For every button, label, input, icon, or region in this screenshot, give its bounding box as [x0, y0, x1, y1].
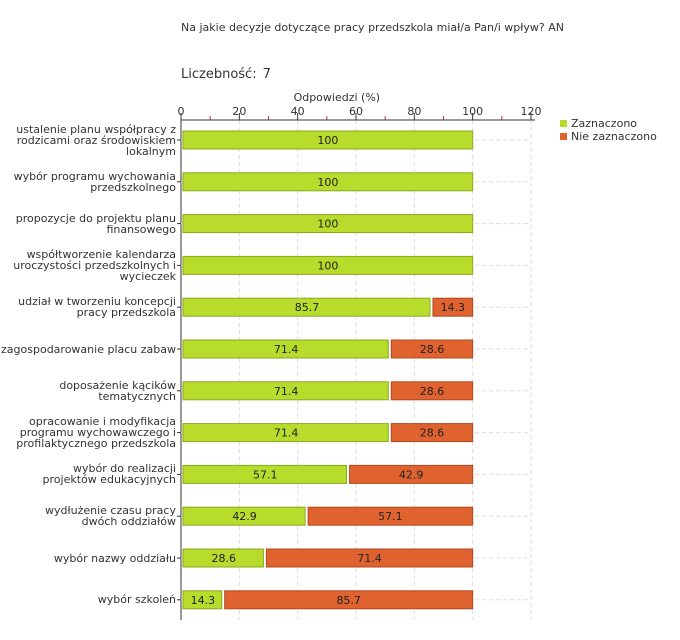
bar-selected	[182, 339, 389, 359]
bar-not-selected	[265, 548, 474, 568]
bar-value-selected: 28.6	[211, 552, 236, 565]
category-label-line: profilaktycznego przedszkola	[16, 437, 176, 451]
bar-not-selected	[390, 423, 474, 443]
category-label-line: wybór programu wychowania	[13, 169, 176, 183]
bar-selected	[182, 381, 389, 401]
category-label: wybór do realizacji projektów edukacyjnyc…	[43, 463, 176, 485]
x-tick-label: 120	[521, 105, 542, 118]
category-label: wybór szkoleń	[98, 594, 176, 605]
category-label-line: ustalenie planu współpracy z	[16, 122, 176, 136]
bar-value-not-selected: 42.9	[399, 468, 424, 481]
bar-not-selected	[432, 297, 474, 317]
bar-value-selected: 71.4	[274, 385, 299, 398]
legend: Zaznaczono Nie zaznaczono	[560, 117, 657, 143]
category-label-line: współtworzenie kalendarza	[26, 247, 176, 261]
bar-value-selected: 100	[317, 134, 338, 147]
category-label-line: zagospodarowanie placu zabaw	[1, 342, 176, 356]
bar-value-not-selected: 57.1	[378, 510, 403, 523]
bar-not-selected	[349, 464, 474, 484]
category-label: ustalenie planu współpracy z rodzicami or…	[16, 124, 176, 157]
bar-selected	[182, 464, 348, 484]
bar-value-selected: 42.9	[232, 510, 257, 523]
bar-selected	[182, 423, 389, 443]
x-tick-label: 0	[178, 105, 185, 118]
bar-selected	[182, 255, 474, 275]
bar-value-not-selected: 28.6	[420, 385, 445, 398]
bar-not-selected	[307, 506, 474, 526]
category-label: propozycje do projektu planu finansowego	[16, 213, 176, 235]
bar-value-not-selected: 28.6	[420, 427, 445, 440]
bar-value-selected: 14.3	[191, 594, 216, 607]
legend-label-not-selected: Nie zaznaczono	[571, 130, 657, 143]
category-label-line: opracowanie i modyfikacja	[29, 415, 176, 429]
category-label-line: propozycje do projektu planu	[15, 211, 176, 225]
legend-item-not-selected: Nie zaznaczono	[560, 130, 657, 143]
category-label-line: finansowego	[106, 222, 176, 236]
legend-swatch-selected	[560, 120, 567, 127]
category-label-line: doposażenie kącików	[59, 378, 176, 392]
count-value: 7	[262, 67, 271, 82]
category-label: opracowanie i modyfikacja programu wychow…	[16, 416, 176, 449]
bar-value-not-selected: 71.4	[357, 552, 382, 565]
x-tick-label: 20	[232, 105, 246, 118]
bar-not-selected	[390, 339, 474, 359]
category-label-line: wydłużenie czasu pracy	[45, 504, 176, 518]
category-label-line: udział w tworzeniu koncepcji	[18, 295, 176, 309]
bar-value-not-selected: 28.6	[420, 343, 445, 356]
category-label-line: projektów edukacyjnych	[42, 473, 176, 487]
bar-value-selected: 71.4	[274, 427, 299, 440]
category-label-line: wybór do realizacji	[72, 462, 176, 476]
count-label: Liczebność:	[181, 67, 257, 82]
count-line: Liczebność: 7	[181, 67, 277, 82]
bar-selected	[182, 548, 264, 568]
bar-selected	[182, 297, 431, 317]
question-title: Na jakie decyzje dotyczące pracy przedsz…	[181, 21, 564, 34]
category-label-line: wybór nazwy oddziału	[53, 551, 176, 565]
bar-value-selected: 100	[317, 176, 338, 189]
bar-value-selected: 85.7	[295, 301, 320, 314]
category-label: udział w tworzeniu koncepcji pracy przeds…	[18, 296, 176, 318]
category-label-line: dwóch oddziałów	[81, 515, 176, 529]
category-label-line: pracy przedszkola	[76, 306, 176, 320]
x-tick-label: 40	[291, 105, 305, 118]
bar-value-selected: 71.4	[274, 343, 299, 356]
category-label-line: uroczystości przedszkolnych i	[13, 258, 176, 272]
category-label: wydłużenie czasu pracy dwóch oddziałów	[45, 505, 176, 527]
category-label-line: rodzicami oraz środowiskiem	[16, 133, 176, 147]
category-label-line: wycieczek	[119, 269, 176, 283]
category-label-line: lokalnym	[126, 144, 176, 158]
bar-value-not-selected: 85.7	[336, 594, 361, 607]
category-label-line: tematycznych	[98, 389, 176, 403]
bar-selected	[182, 590, 223, 610]
bar-selected	[182, 172, 474, 192]
legend-label-selected: Zaznaczono	[571, 117, 638, 130]
bar-value-not-selected: 14.3	[441, 301, 466, 314]
legend-swatch-not-selected	[560, 133, 567, 140]
category-label: współtworzenie kalendarza uroczystości pr…	[13, 249, 176, 282]
bar-value-selected: 100	[317, 259, 338, 272]
category-label: doposażenie kącików tematycznych	[59, 380, 176, 402]
x-axis-title: Odpowiedzi (%)	[294, 91, 381, 104]
x-tick-label: 80	[407, 105, 421, 118]
bar-value-selected: 100	[317, 218, 338, 231]
legend-item-selected: Zaznaczono	[560, 117, 657, 130]
category-label-line: programu wychowawczego i	[19, 426, 176, 440]
bar-selected	[182, 506, 306, 526]
category-label: wybór nazwy oddziału	[54, 553, 176, 564]
bar-not-selected	[390, 381, 474, 401]
x-tick-label: 60	[349, 105, 363, 118]
bar-selected	[182, 214, 474, 234]
bar-value-selected: 57.1	[253, 468, 278, 481]
category-label: wybór programu wychowania przedszkolnego	[14, 171, 176, 193]
category-label: zagospodarowanie placu zabaw	[1, 344, 176, 355]
category-label-line: wybór szkoleń	[97, 593, 176, 607]
bar-selected	[182, 130, 474, 150]
category-label-line: przedszkolnego	[90, 180, 176, 194]
bar-not-selected	[224, 590, 474, 610]
x-tick-label: 100	[462, 105, 483, 118]
